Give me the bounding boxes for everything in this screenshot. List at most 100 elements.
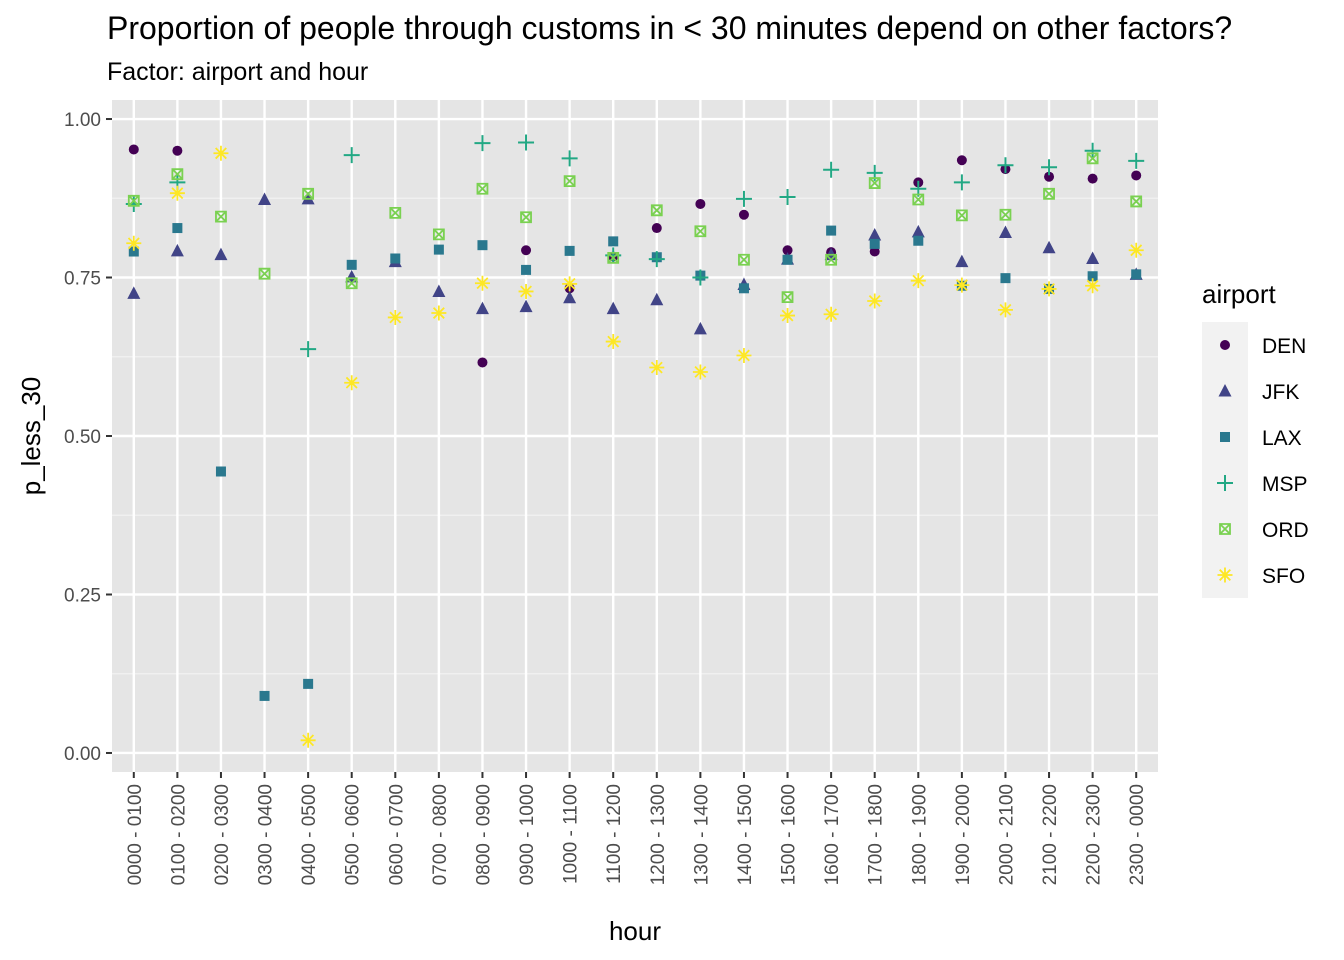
legend-key-msp xyxy=(1217,475,1233,491)
data-point-den xyxy=(651,223,662,234)
data-point-lax xyxy=(738,283,749,294)
data-point-sfo xyxy=(213,145,229,161)
y-tick-label: 0.75 xyxy=(64,269,101,290)
data-point-lax xyxy=(608,236,619,247)
data-point-jfk xyxy=(563,290,577,304)
data-point-den xyxy=(172,145,183,156)
data-point-lax xyxy=(433,244,444,255)
data-point-den xyxy=(1087,173,1098,184)
data-point-den xyxy=(521,245,532,256)
data-point-msp xyxy=(779,188,796,205)
x-tick-label: 1300 - 1400 xyxy=(691,784,712,885)
data-point-sfo xyxy=(1041,281,1057,297)
data-point-msp xyxy=(1128,152,1145,169)
data-point-ord xyxy=(563,175,576,188)
x-tick-label: 0200 - 0300 xyxy=(212,784,233,885)
data-point-lax xyxy=(128,246,139,257)
legend-key-ord xyxy=(1219,523,1231,535)
data-point-ord xyxy=(825,253,838,266)
legend-key-lax xyxy=(1220,432,1230,442)
data-point-msp xyxy=(561,150,578,167)
data-point-sfo xyxy=(954,277,970,293)
x-tick-label: 1200 - 1300 xyxy=(648,784,669,885)
data-point-jfk xyxy=(911,224,925,238)
data-point-ord xyxy=(912,193,925,206)
data-point-lax xyxy=(564,245,575,256)
data-points xyxy=(125,134,1145,748)
x-tick-label: 0800 - 0900 xyxy=(473,784,494,885)
data-point-msp xyxy=(518,134,535,151)
data-point-ord xyxy=(781,291,794,304)
data-point-sfo xyxy=(431,305,447,321)
data-point-msp xyxy=(648,251,665,268)
data-point-msp xyxy=(474,135,491,152)
data-point-sfo xyxy=(997,302,1013,318)
data-point-jfk xyxy=(127,286,141,299)
data-point-den xyxy=(128,144,139,155)
data-point-lax xyxy=(1087,271,1098,282)
data-point-ord xyxy=(1086,152,1099,165)
y-axis-title: p_less_30 xyxy=(16,377,46,496)
data-point-sfo xyxy=(910,273,926,289)
data-point-lax xyxy=(390,253,401,264)
legend-label-jfk: JFK xyxy=(1262,381,1299,404)
legend-key-den xyxy=(1220,340,1230,350)
data-point-den xyxy=(956,155,967,166)
data-point-lax xyxy=(521,264,532,275)
data-point-sfo xyxy=(692,364,708,380)
data-point-lax xyxy=(782,254,793,265)
data-point-sfo xyxy=(1128,242,1144,258)
data-point-msp xyxy=(1041,159,1058,176)
data-point-sfo xyxy=(649,360,665,376)
data-point-ord xyxy=(345,277,358,290)
x-tick-label: 0600 - 0700 xyxy=(386,784,407,885)
data-point-den xyxy=(1044,171,1055,182)
chart-subtitle: Factor: airport and hour xyxy=(107,58,369,86)
data-point-den xyxy=(695,198,706,209)
data-point-jfk xyxy=(650,292,664,306)
series-jfk xyxy=(127,191,1143,335)
legend-key-jfk xyxy=(1218,384,1232,397)
x-tick-label: 1900 - 2000 xyxy=(953,784,974,885)
data-point-den xyxy=(477,357,488,368)
data-point-ord xyxy=(520,211,532,224)
data-point-msp xyxy=(997,157,1014,174)
data-point-msp xyxy=(1084,142,1101,159)
data-point-ord xyxy=(955,209,968,222)
data-point-jfk xyxy=(1086,251,1100,264)
data-point-lax xyxy=(1131,269,1142,280)
data-point-lax xyxy=(869,238,880,249)
data-point-sfo xyxy=(736,347,752,363)
data-point-msp xyxy=(953,174,970,191)
legend-label-sfo: SFO xyxy=(1262,565,1305,588)
x-tick-label: 0000 - 0100 xyxy=(125,784,146,885)
legend-label-den: DEN xyxy=(1262,335,1306,358)
data-point-jfk xyxy=(998,225,1012,238)
data-point-sfo xyxy=(1085,278,1101,294)
data-point-sfo xyxy=(780,308,796,324)
data-point-lax xyxy=(1000,273,1011,284)
data-point-lax xyxy=(913,235,924,246)
data-point-jfk xyxy=(868,228,882,241)
x-tick-label: 1500 - 1600 xyxy=(779,784,800,885)
legend-label-msp: MSP xyxy=(1262,473,1308,496)
data-point-sfo xyxy=(605,334,621,350)
data-point-jfk xyxy=(519,299,533,313)
data-point-msp xyxy=(343,147,360,164)
data-point-msp xyxy=(300,341,317,358)
data-point-msp xyxy=(735,190,752,207)
x-axis-title: hour xyxy=(609,916,661,946)
x-tick-label: 0900 - 1000 xyxy=(517,784,538,885)
data-point-den xyxy=(738,209,749,220)
data-point-den xyxy=(1131,170,1142,181)
data-point-lax xyxy=(303,678,314,689)
x-tick-label: 1400 - 1500 xyxy=(735,784,756,885)
data-point-ord xyxy=(650,204,663,217)
data-point-ord xyxy=(432,228,445,241)
data-point-den xyxy=(782,245,793,256)
data-point-msp xyxy=(823,161,840,178)
x-tick-label: 0400 - 0500 xyxy=(299,784,320,885)
legend-title: airport xyxy=(1202,279,1276,309)
data-point-ord xyxy=(171,168,184,181)
